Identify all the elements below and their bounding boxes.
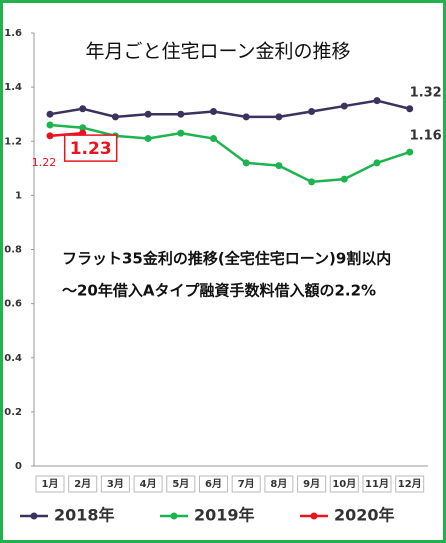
data-label: 1.16 [410,129,442,144]
point [340,175,348,183]
series-line [49,99,411,119]
legend-marker [170,512,178,520]
y-tick-label: 1 [15,190,22,201]
annotation: ～20年借入Aタイプ融資手数料借入額の2.2% [62,282,376,300]
x-tick-label: 12月 [398,478,422,490]
annotation: フラット35金利の推移(全宅住宅ローン)9割以内 [62,250,391,268]
data-label: 1.23 [70,139,112,159]
x-tick-box [35,475,65,493]
x-tick-box [362,475,392,493]
point [406,148,414,156]
x-tick-label: 11月 [365,478,389,490]
x-tick-label: 6月 [205,478,222,490]
chart-title: 年月ごと住宅ローン金利の推移 [85,41,350,63]
point [242,113,250,121]
point [177,129,185,137]
y-tick-label: 0.8 [4,245,22,256]
legend-marker [310,512,318,520]
legend-label: 2018年 [54,506,115,525]
x-tick-label: 10月 [332,478,356,490]
point [210,135,217,143]
y-tick-label: 1.2 [4,136,22,147]
x-tick-box [297,475,327,493]
point [79,105,87,113]
point [144,135,152,143]
label-box [63,134,118,162]
point [308,178,316,186]
legend-label: 2020年 [334,506,395,525]
x-tick-label: 1月 [42,478,59,490]
point [242,159,250,167]
x-tick-box [264,475,294,493]
x-tick-label: 8月 [270,478,287,490]
legend-label: 2019年 [194,506,255,525]
y-tick-label: 0.6 [4,299,22,310]
x-tick-box [395,475,425,493]
point [111,113,119,121]
point [177,110,185,118]
y-tick-label: 0.4 [4,353,22,364]
point [46,110,54,118]
x-tick-box [231,475,261,493]
x-tick-box [100,475,130,493]
point [340,102,348,110]
point [46,132,54,140]
x-tick-label: 4月 [140,478,157,490]
legend-marker [30,512,38,520]
x-tick-label: 2月 [74,478,91,490]
point [144,110,152,118]
point [308,107,316,115]
data-label: 1.32 [410,85,442,100]
point [373,159,381,167]
x-tick-label: 3月 [107,478,124,490]
point [275,113,283,121]
point [79,124,87,132]
y-tick-label: 1.6 [4,28,22,39]
x-tick-label: 5月 [172,478,189,490]
point [373,97,381,105]
y-tick-label: 0.2 [4,407,22,418]
x-tick-label: 7月 [238,478,255,490]
point [406,105,414,113]
x-tick-box [68,475,98,493]
x-tick-box [166,475,196,493]
point [46,121,54,129]
x-tick-box [199,475,228,493]
data-label: 1.22 [32,156,57,169]
y-tick-label: 0 [15,461,22,472]
x-tick-box [329,475,359,493]
point [210,107,217,115]
x-tick-box [133,475,163,493]
y-tick-label: 1.4 [4,82,22,93]
x-tick-label: 9月 [303,478,320,490]
point [275,162,283,170]
